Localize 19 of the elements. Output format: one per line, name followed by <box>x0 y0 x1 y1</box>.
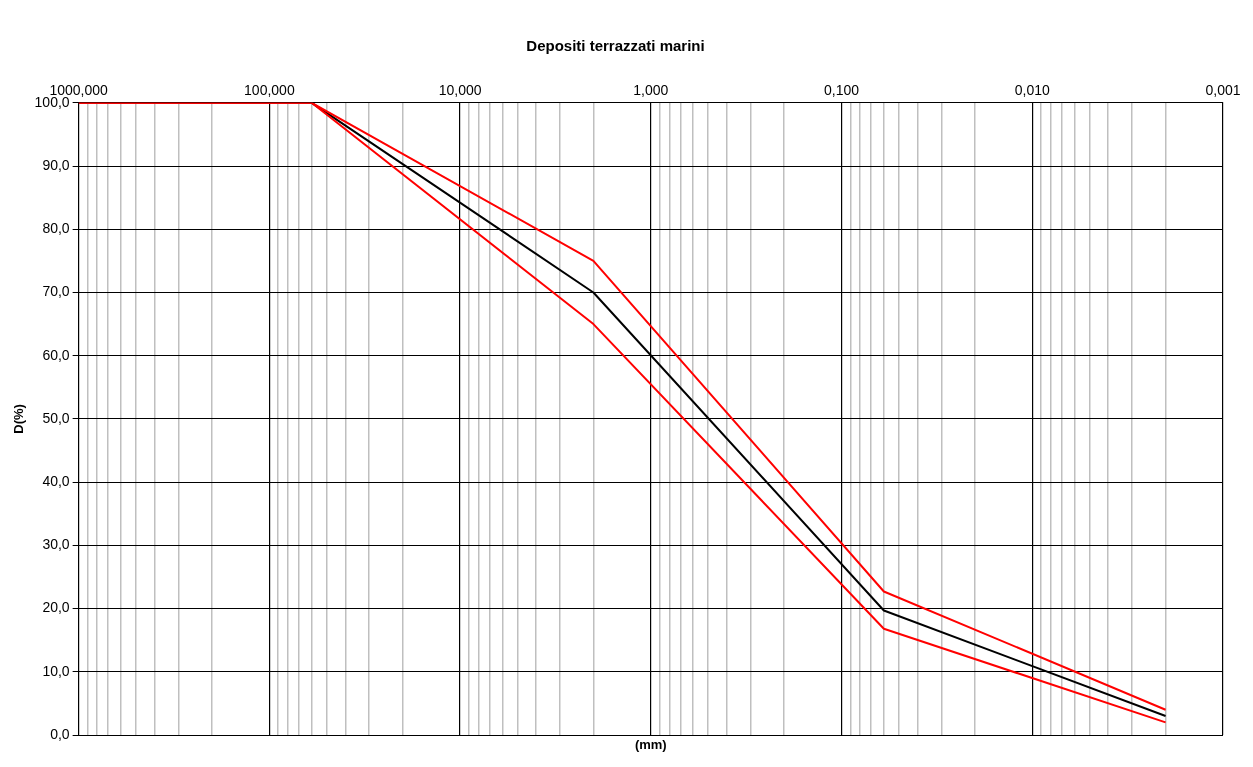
y-tick-label: 10,0 <box>42 662 70 679</box>
y-tick-label: 50,0 <box>42 409 70 426</box>
y-tick-label: 0,0 <box>50 725 70 742</box>
y-axis-title: D(%) <box>11 404 27 434</box>
y-tick-label: 20,0 <box>42 599 70 616</box>
chart-title: Depositi terrazzati marini <box>526 37 705 55</box>
x-tick-label: 0,100 <box>824 82 860 99</box>
x-axis-title: (mm) <box>634 737 667 753</box>
x-tick-label: 100,000 <box>244 82 295 99</box>
x-tick-label: 10,000 <box>438 82 482 99</box>
x-tick-label: 0,001 <box>1205 82 1241 99</box>
y-tick-label: 70,0 <box>42 283 70 300</box>
y-tick-label: 80,0 <box>42 220 70 237</box>
x-tick-label: 0,010 <box>1014 82 1050 99</box>
y-tick-label: 30,0 <box>42 536 70 553</box>
y-tick-label: 90,0 <box>42 156 70 173</box>
y-tick-label: 60,0 <box>42 346 70 363</box>
x-tick-label: 1,000 <box>633 82 669 99</box>
y-tick-label: 40,0 <box>42 472 70 489</box>
